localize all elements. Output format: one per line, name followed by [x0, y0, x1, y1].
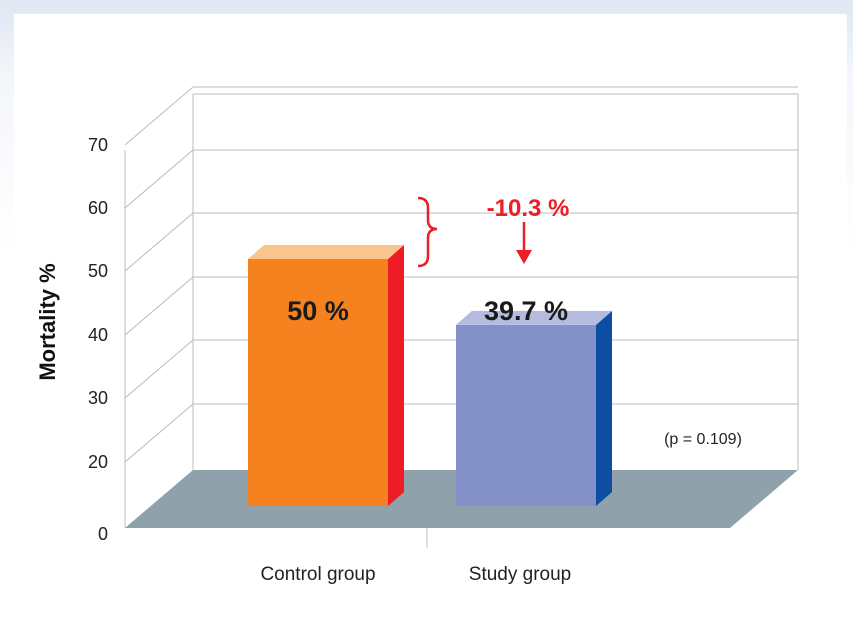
- y-tick-label-40: 40: [88, 325, 108, 345]
- p-value-label: (p = 0.109): [664, 431, 742, 448]
- bar-front-control: [248, 259, 388, 506]
- bar-study: 39.7 %: [456, 296, 612, 506]
- data-label-study: 39.7 %: [484, 296, 568, 326]
- difference-brace: [417, 196, 438, 268]
- bar-top-control: [248, 245, 404, 259]
- gridline-diagonal-60: [124, 149, 194, 209]
- y-tick-label-50: 50: [88, 261, 108, 281]
- category-label-control: Control group: [260, 564, 375, 585]
- y-tick-label-70: 70: [88, 135, 108, 155]
- y-tick-label-60: 60: [88, 198, 108, 218]
- bar-side-control: [388, 245, 404, 506]
- bar-control: 50 %: [248, 245, 404, 506]
- gridline-diagonal-70: [124, 86, 194, 146]
- gridline-diagonal-40: [124, 276, 194, 336]
- y-tick-labels: 0 20 30 40 50 60 70: [88, 135, 108, 544]
- gridline-diagonal-30: [124, 339, 194, 399]
- chart-panel: [14, 14, 847, 634]
- y-tick-label-30: 30: [88, 388, 108, 408]
- y-tick-label-20: 20: [88, 452, 108, 472]
- difference-label: -10.3 %: [487, 195, 570, 222]
- gridline-diagonal-20: [124, 403, 194, 463]
- category-label-study: Study group: [469, 564, 571, 585]
- data-label-control: 50 %: [287, 296, 349, 326]
- bar-side-study: [596, 310, 612, 506]
- back-wall: [192, 93, 799, 470]
- y-axis-title: Mortality %: [35, 263, 60, 380]
- gridline-diagonal-50: [124, 212, 194, 272]
- bars: 50 % 39.7 %: [248, 245, 612, 506]
- difference-annotation: -10.3 %: [417, 195, 570, 268]
- bar-top-study: [456, 310, 612, 325]
- y-tick-label-0: 0: [98, 524, 108, 544]
- difference-arrow-head: [516, 250, 532, 264]
- bar-front-study: [456, 324, 596, 506]
